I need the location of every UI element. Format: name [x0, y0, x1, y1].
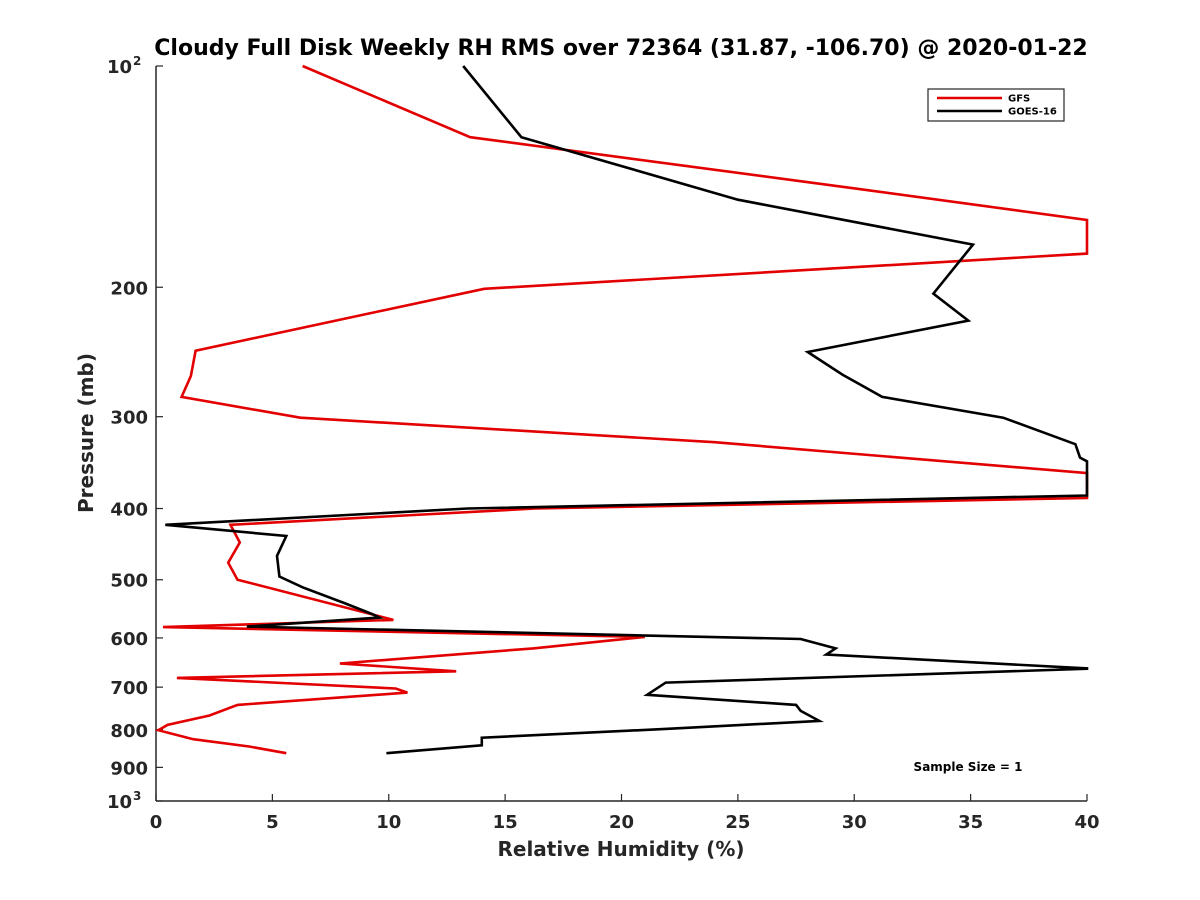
y-tick-label: 700 [110, 678, 148, 699]
sample-size-annotation: Sample Size = 1 [914, 760, 1023, 774]
y-tick-label-base: 10 [107, 57, 132, 78]
x-axis-ticks: 0 5 10 15 20 25 30 35 40 [150, 794, 1100, 833]
x-tick-label: 5 [266, 812, 279, 833]
x-tick-label: 25 [725, 812, 750, 833]
x-tick-label: 20 [609, 812, 634, 833]
y-tick-label-exponent: 2 [133, 54, 141, 68]
x-tick-label: 0 [150, 812, 163, 833]
y-tick-label: 400 [110, 500, 148, 521]
y-tick-label: 200 [110, 278, 148, 299]
y-tick-label: 500 [110, 571, 148, 592]
x-tick-label: 40 [1074, 812, 1099, 833]
y-tick-label-exponent: 3 [133, 789, 141, 803]
y-tick-label: 600 [110, 629, 148, 650]
x-axis-label: Relative Humidity (%) [497, 837, 744, 861]
legend-label-gfs: GFS [1008, 94, 1030, 105]
chart-title: Cloudy Full Disk Weekly RH RMS over 7236… [154, 36, 1087, 61]
series-layer [154, 64, 1089, 755]
x-tick-label: 35 [958, 812, 983, 833]
plot-area [155, 66, 1087, 802]
x-tick-label: 15 [493, 812, 518, 833]
legend-label-goes16: GOES-16 [1008, 107, 1057, 118]
y-tick-label: 800 [110, 721, 148, 742]
legend: GFS GOES-16 [927, 88, 1065, 122]
x-tick-label: 10 [376, 812, 401, 833]
y-axis-label: Pressure (mb) [74, 353, 98, 513]
series-line-gfs [154, 64, 1089, 755]
series-line-goes16 [165, 65, 1089, 755]
x-tick-label: 30 [842, 812, 867, 833]
y-tick-label: 900 [110, 758, 148, 779]
legend-box [927, 88, 1065, 122]
y-tick-label-base: 10 [107, 792, 132, 813]
y-tick-label: 300 [110, 408, 148, 429]
